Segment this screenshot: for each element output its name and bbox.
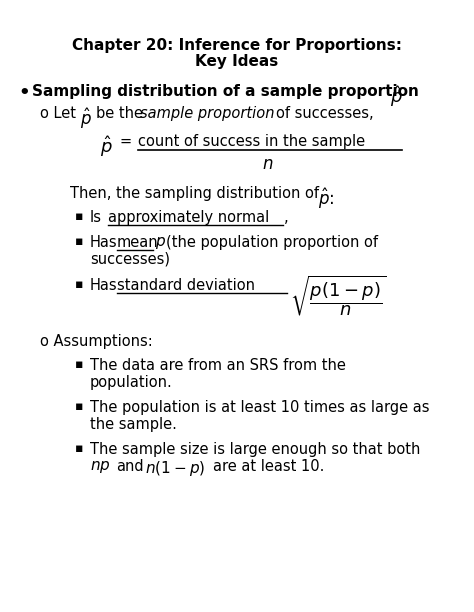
Text: Has: Has xyxy=(90,278,118,293)
Text: The sample size is large enough so that both: The sample size is large enough so that … xyxy=(90,442,420,457)
Text: standard deviation: standard deviation xyxy=(117,278,255,293)
Text: of successes,: of successes, xyxy=(276,106,374,121)
Text: ,: , xyxy=(284,210,289,225)
Text: The data are from an SRS from the: The data are from an SRS from the xyxy=(90,358,346,373)
Text: mean: mean xyxy=(117,235,159,250)
Text: o Let: o Let xyxy=(40,106,76,121)
Text: $\hat{p}$: $\hat{p}$ xyxy=(80,106,92,130)
Text: ▪: ▪ xyxy=(75,442,83,455)
Text: ▪: ▪ xyxy=(75,235,83,248)
Text: $\sqrt{\dfrac{p(1-p)}{n}}$: $\sqrt{\dfrac{p(1-p)}{n}}$ xyxy=(290,274,387,318)
Text: approximately normal: approximately normal xyxy=(108,210,269,225)
Text: ▪: ▪ xyxy=(75,358,83,371)
Text: ▪: ▪ xyxy=(75,210,83,223)
Text: $\hat{p}$: $\hat{p}$ xyxy=(390,84,402,109)
Text: $p$: $p$ xyxy=(155,235,166,251)
Text: •: • xyxy=(18,84,29,102)
Text: count of success in the sample: count of success in the sample xyxy=(138,134,365,149)
Text: Has: Has xyxy=(90,235,118,250)
Text: sample proportion: sample proportion xyxy=(140,106,274,121)
Text: $np$: $np$ xyxy=(90,459,110,475)
Text: and: and xyxy=(116,459,144,474)
Text: Chapter 20: Inference for Proportions:: Chapter 20: Inference for Proportions: xyxy=(72,38,402,53)
Text: $\hat{p}$:: $\hat{p}$: xyxy=(318,186,334,211)
Text: $n(1-p)$: $n(1-p)$ xyxy=(145,459,205,478)
Text: ▪: ▪ xyxy=(75,400,83,413)
Text: Sampling distribution of a sample proportion: Sampling distribution of a sample propor… xyxy=(32,84,419,99)
Text: ▪: ▪ xyxy=(75,278,83,291)
Text: The population is at least 10 times as large as: The population is at least 10 times as l… xyxy=(90,400,429,415)
Text: be the: be the xyxy=(96,106,143,121)
Text: successes): successes) xyxy=(90,252,170,267)
Text: $\hat{p}$: $\hat{p}$ xyxy=(100,134,113,159)
Text: Is: Is xyxy=(90,210,102,225)
Text: o Assumptions:: o Assumptions: xyxy=(40,334,153,349)
Text: population.: population. xyxy=(90,375,173,390)
Text: are at least 10.: are at least 10. xyxy=(213,459,324,474)
Text: (the population proportion of: (the population proportion of xyxy=(166,235,378,250)
Text: $n$: $n$ xyxy=(262,155,273,173)
Text: the sample.: the sample. xyxy=(90,417,177,432)
Text: Then, the sampling distribution of: Then, the sampling distribution of xyxy=(70,186,319,201)
Text: Key Ideas: Key Ideas xyxy=(195,54,279,69)
Text: =: = xyxy=(120,134,132,149)
